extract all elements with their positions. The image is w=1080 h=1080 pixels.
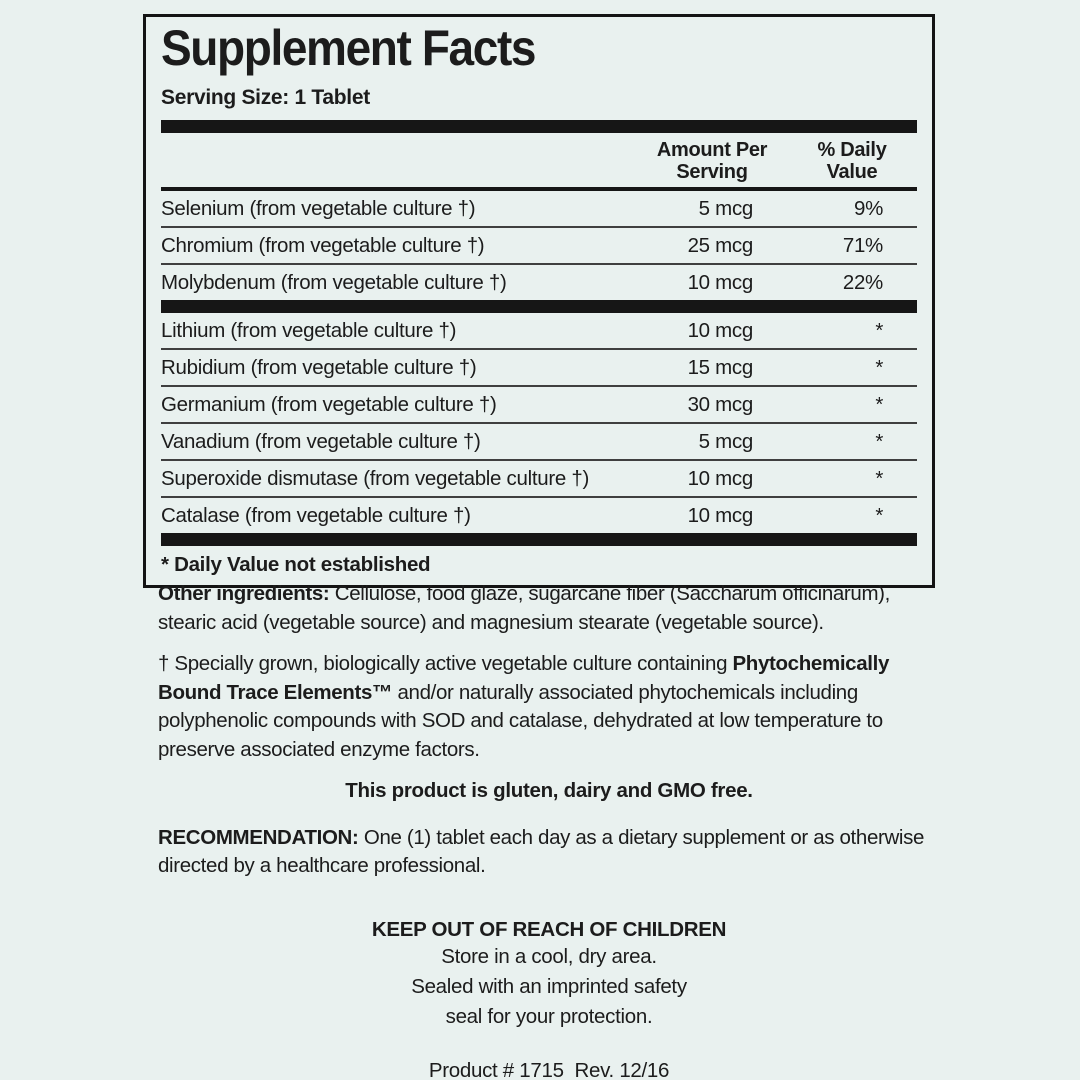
column-header-amount: Amount Per Serving [637, 139, 787, 183]
divider-thick-bottom [161, 533, 917, 546]
table-row-superoxide-dismutase: Superoxide dismutase (from vegetable cul… [161, 459, 917, 496]
table-row-germanium: Germanium (from vegetable culture †) 30 … [161, 385, 917, 422]
free-claims: This product is gluten, dairy and GMO fr… [345, 779, 753, 802]
table-header-row: Amount Per Serving % Daily Value [161, 133, 917, 191]
table-row-chromium: Chromium (from vegetable culture †) 25 m… [161, 226, 917, 263]
ingredient-amount: 10 mcg [687, 270, 754, 294]
table-row-molybdenum: Molybdenum (from vegetable culture †) 10… [161, 263, 917, 300]
ingredient-amount: 5 mcg [698, 429, 754, 453]
ingredient-daily-value: * [875, 429, 883, 453]
product-number: Product # 1715 Rev. 12/16 [428, 1058, 670, 1080]
panel-title: Supplement Facts [161, 20, 536, 76]
dagger-note-post: and/or naturally associated phytochemica… [158, 680, 883, 761]
table-row-catalase: Catalase (from vegetable culture †) 10 m… [161, 496, 917, 533]
ingredient-daily-value: * [875, 318, 883, 342]
ingredient-name: Catalase (from vegetable culture †) [161, 503, 471, 527]
serving-size: Serving Size: 1 Tablet [161, 86, 370, 109]
ingredient-daily-value: * [875, 503, 883, 527]
ingredient-daily-value: 22% [842, 270, 883, 294]
ingredient-amount: 5 mcg [698, 196, 754, 220]
ingredient-amount: 25 mcg [687, 233, 754, 257]
ingredient-daily-value: * [875, 392, 883, 416]
storage-line: Store in a cool, dry area. [441, 944, 657, 968]
divider-thick-middle [161, 300, 917, 313]
table-row-lithium: Lithium (from vegetable culture †) 10 mc… [161, 313, 917, 348]
ingredient-name: Rubidium (from vegetable culture †) [161, 355, 477, 379]
dagger-note-trademark: Phytochemically Bound Trace Elements™ [158, 652, 890, 704]
ingredient-amount: 10 mcg [687, 466, 754, 490]
recommendation-text: One (1) tablet each day as a dietary sup… [158, 825, 925, 878]
ingredient-amount: 10 mcg [687, 503, 754, 527]
ingredient-name: Molybdenum (from vegetable culture †) [161, 270, 507, 294]
dagger-note-pre: † Specially grown, biologically active v… [158, 652, 733, 675]
other-ingredients-label: Other ingredients: [158, 582, 335, 605]
table-row-vanadium: Vanadium (from vegetable culture †) 5 mc… [161, 422, 917, 459]
ingredient-daily-value: * [875, 466, 883, 490]
ingredient-daily-value: 71% [842, 233, 883, 257]
keep-out-heading: KEEP OUT OF REACH OF CHILDREN [371, 917, 727, 941]
supplement-facts-panel: Supplement Facts Serving Size: 1 Tablet … [143, 14, 935, 588]
seal-line-2: seal for your protection. [445, 1004, 653, 1028]
dagger-note: † Specially grown, biologically active v… [158, 650, 940, 764]
column-header-amount-line2: Serving [676, 161, 748, 183]
column-header-dv-line1: % Daily [817, 139, 887, 161]
seal-line-1: Sealed with an imprinted safety [411, 974, 687, 998]
ingredient-name: Germanium (from vegetable culture †) [161, 392, 497, 416]
ingredient-name: Vanadium (from vegetable culture †) [161, 429, 481, 453]
ingredient-amount: 10 mcg [687, 318, 754, 342]
ingredient-amount: 30 mcg [687, 392, 754, 416]
column-header-daily-value: % Daily Value [787, 139, 917, 183]
ingredient-name: Lithium (from vegetable culture †) [161, 318, 457, 342]
daily-value-footnote: * Daily Value not established [161, 553, 431, 576]
column-header-dv-line2: Value [826, 161, 878, 183]
divider-thick-top [161, 120, 917, 133]
ingredient-name: Chromium (from vegetable culture †) [161, 233, 485, 257]
ingredient-name: Selenium (from vegetable culture †) [161, 196, 476, 220]
other-ingredients: Other ingredients: Cellulose, food glaze… [158, 580, 940, 637]
ingredient-daily-value: * [875, 355, 883, 379]
recommendation-label: RECOMMENDATION: [158, 825, 364, 849]
ingredient-amount: 15 mcg [687, 355, 754, 379]
warnings-block: KEEP OUT OF REACH OF CHILDREN Store in a… [158, 918, 940, 1032]
table-row-rubidium: Rubidium (from vegetable culture †) 15 m… [161, 348, 917, 385]
ingredient-name: Superoxide dismutase (from vegetable cul… [161, 466, 590, 490]
recommendation: RECOMMENDATION: One (1) tablet each day … [158, 824, 940, 881]
other-ingredients-text: Cellulose, food glaze, sugarcane fiber (… [158, 582, 891, 634]
ingredient-daily-value: 9% [853, 196, 883, 220]
table-row-selenium: Selenium (from vegetable culture †) 5 mc… [161, 191, 917, 226]
label-text-sections: Other ingredients: Cellulose, food glaze… [158, 580, 940, 1080]
column-header-amount-line1: Amount Per [656, 139, 768, 161]
